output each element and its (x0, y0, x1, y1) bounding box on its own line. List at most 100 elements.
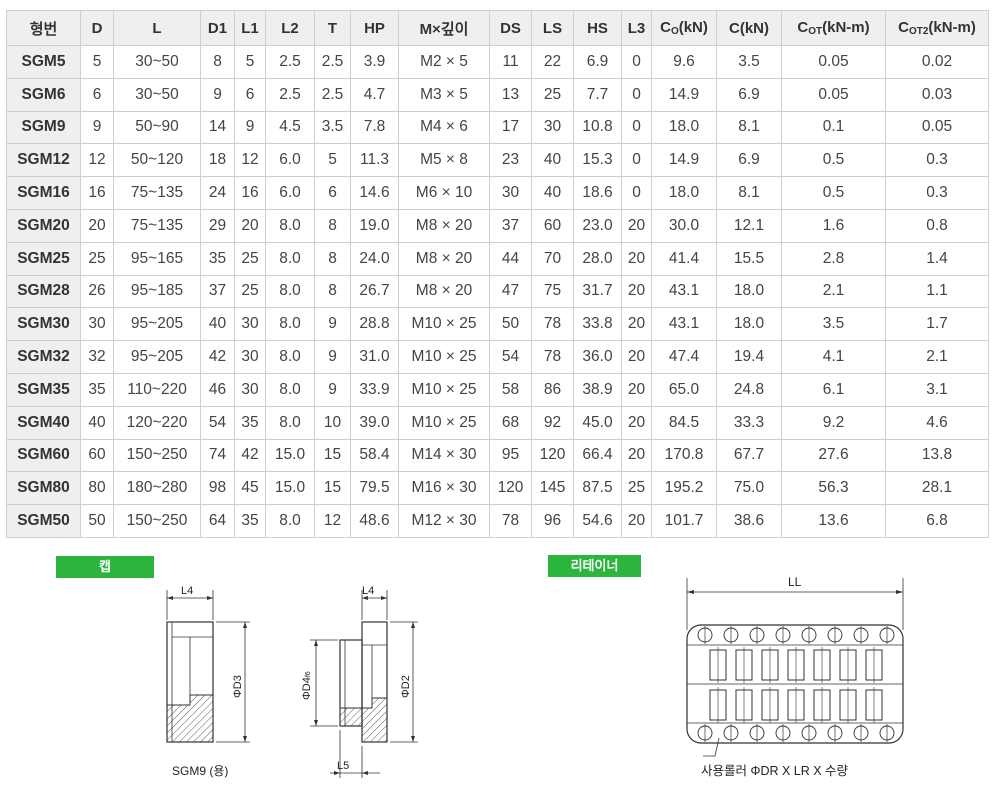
table-cell: 13 (489, 77, 532, 112)
table-cell: 0.3 (885, 176, 989, 210)
table-cell: 46 (200, 372, 235, 407)
table-cell: 14.9 (651, 143, 717, 178)
table-row: SGM5 5 30~50 8 5 2.5 2.5 3.9 M2 × 5 11 22 6.9 0 9.6 3.… (6, 45, 989, 79)
table-cell: 35 (234, 504, 266, 538)
cap-sgm9-figure (166, 590, 250, 743)
table-cell: 75~135 (113, 176, 201, 210)
table-cell: 37 (489, 208, 532, 243)
table-cell: 43.1 (651, 307, 717, 342)
table-cell: M10 × 25 (398, 405, 490, 440)
table-cell: 9.2 (781, 405, 886, 440)
retainer-ll-label: LL (788, 575, 802, 589)
table-cell: 25 (234, 274, 266, 309)
table-cell: 145 (531, 471, 574, 506)
table-cell: M2 × 5 (398, 45, 490, 79)
table-cell: 6.8 (885, 504, 989, 538)
table-cell: 0 (621, 45, 652, 79)
table-row: SGM35 35 110~220 46 30 8.0 9 33.9 M10 × 25 58 86 38… (6, 372, 989, 407)
table-cell: 120~220 (113, 405, 201, 440)
cap1-d3-label: ΦD3 (232, 675, 244, 698)
table-cell: 9 (314, 307, 351, 342)
table-cell: 3.5 (716, 45, 782, 79)
table-cell: 68 (489, 405, 532, 440)
table-cell: M16 × 30 (398, 471, 490, 506)
table-cell: 28.1 (885, 471, 989, 506)
table-cell: 27.6 (781, 438, 886, 473)
table-cell: 0 (621, 110, 652, 145)
model-cell: SGM50 (6, 504, 81, 538)
table-cell: 20 (621, 340, 652, 374)
table-cell: 47 (489, 274, 532, 309)
table-cell: 25 (234, 241, 266, 276)
table-cell: 26 (80, 274, 114, 309)
model-cell: SGM5 (6, 45, 81, 79)
header-cot: COT(kN-m) (781, 10, 886, 46)
table-cell: 78 (531, 340, 574, 374)
table-cell: 75 (531, 274, 574, 309)
table-cell: 95~205 (113, 307, 201, 342)
table-row: SGM9 9 50~90 14 9 4.5 3.5 7.8 M4 × 6 17 30 10.8 0 18.… (6, 110, 989, 145)
header-t: T (314, 10, 351, 46)
table-cell: 2.5 (314, 77, 351, 112)
table-cell: 2.8 (781, 241, 886, 276)
table-cell: 24 (200, 176, 235, 210)
table-cell: 95~165 (113, 241, 201, 276)
table-cell: 120 (489, 471, 532, 506)
table-cell: 20 (621, 241, 652, 276)
header-l: L (113, 10, 201, 46)
header-d1: D1 (200, 10, 235, 46)
table-cell: 75.0 (716, 471, 782, 506)
table-cell: M4 × 6 (398, 110, 490, 145)
table-header-row: 형번 D L D1 L1 L2 T HP M×깊이 DS LS HS L3 CO… (6, 10, 989, 46)
model-cell: SGM28 (6, 274, 81, 309)
table-cell: 20 (621, 372, 652, 407)
cap-badge: 캡 (56, 556, 154, 578)
table-row: SGM50 50 150~250 64 35 8.0 12 48.6 M12 × 30 78 96 5… (6, 504, 989, 538)
table-cell: 20 (621, 405, 652, 440)
table-cell: 0.1 (781, 110, 886, 145)
table-cell: 8.0 (265, 307, 315, 342)
header-ds: DS (489, 10, 532, 46)
table-cell: 170.8 (651, 438, 717, 473)
table-cell: M6 × 10 (398, 176, 490, 210)
table-cell: 70 (531, 241, 574, 276)
table-cell: 37 (200, 274, 235, 309)
table-cell: 44 (489, 241, 532, 276)
header-l3: L3 (621, 10, 652, 46)
table-cell: 6.0 (265, 143, 315, 178)
table-row: SGM20 20 75~135 29 20 8.0 8 19.0 M8 × 20 37 60 23.0… (6, 208, 989, 243)
table-cell: 64 (200, 504, 235, 538)
table-cell: M3 × 5 (398, 77, 490, 112)
table-cell: 12 (314, 504, 351, 538)
table-cell: 1.1 (885, 274, 989, 309)
table-row: SGM6 6 30~50 9 6 2.5 2.5 4.7 M3 × 5 13 25 7.7 0 14.9 6… (6, 77, 989, 112)
table-cell: 9 (234, 110, 266, 145)
table-cell: 40 (531, 176, 574, 210)
table-cell: M10 × 25 (398, 307, 490, 342)
table-cell: 32 (80, 340, 114, 374)
table-cell: 33.8 (573, 307, 622, 342)
table-cell: 0.3 (885, 143, 989, 178)
table-cell: 31.7 (573, 274, 622, 309)
model-cell: SGM16 (6, 176, 81, 210)
table-cell: 4.1 (781, 340, 886, 374)
table-cell: 110~220 (113, 372, 201, 407)
cap2-l5-label: L5 (337, 760, 349, 772)
table-cell: 8.0 (265, 241, 315, 276)
table-cell: 6 (80, 77, 114, 112)
table-cell: 92 (531, 405, 574, 440)
table-cell: 50~90 (113, 110, 201, 145)
table-cell: 12 (234, 143, 266, 178)
table-cell: 39.0 (350, 405, 399, 440)
table-cell: 78 (489, 504, 532, 538)
table-cell: 0.05 (781, 77, 886, 112)
table-cell: 20 (621, 208, 652, 243)
table-cell: 0 (621, 143, 652, 178)
table-cell: 11 (489, 45, 532, 79)
table-cell: 18.0 (651, 176, 717, 210)
table-cell: 6 (314, 176, 351, 210)
table-cell: 101.7 (651, 504, 717, 538)
table-cell: 20 (621, 307, 652, 342)
table-cell: 30 (234, 340, 266, 374)
table-cell: 48.6 (350, 504, 399, 538)
